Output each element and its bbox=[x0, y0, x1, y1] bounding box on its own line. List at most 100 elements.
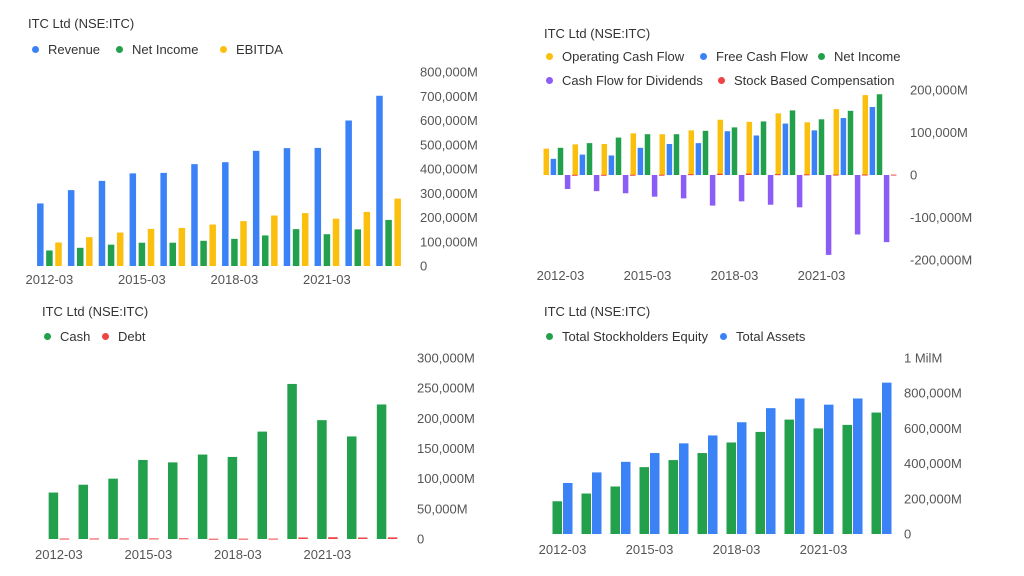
legend-item-cash[interactable]: Cash bbox=[44, 329, 90, 344]
y-tick-label: 300,000M bbox=[420, 186, 478, 201]
bar-net-income-2017-03 bbox=[200, 240, 207, 266]
bar-net-income-2020-03 bbox=[789, 110, 796, 175]
bar-total-assets-2021-03 bbox=[824, 404, 834, 534]
bar-operating-cash-flow-2016-03 bbox=[659, 134, 666, 175]
bar-cash-flow-for-dividends-2022-03 bbox=[854, 175, 861, 235]
bar-net-income-2017-03 bbox=[702, 130, 709, 175]
bar-total-assets-2014-03 bbox=[621, 461, 631, 534]
bar-debt-2018-03 bbox=[238, 538, 249, 540]
bar-cash-flow-for-dividends-2019-03 bbox=[767, 175, 774, 205]
bar-ebitda-2021-03 bbox=[332, 218, 340, 266]
x-tick-label: 2021-03 bbox=[800, 542, 848, 557]
bar-total-stockholders-equity-2013-03 bbox=[581, 493, 591, 534]
bar-debt-2017-03 bbox=[208, 538, 219, 540]
bar-ebitda-2013-03 bbox=[86, 237, 93, 266]
legend-item-cash-flow-for-dividends[interactable]: Cash Flow for Dividends bbox=[546, 73, 703, 88]
bar-net-income-2023-03 bbox=[876, 94, 883, 175]
bar-cash-2020-03 bbox=[287, 383, 297, 539]
chart-panel-cash-flow: ITC Ltd (NSE:ITC) Operating Cash Flow Fr… bbox=[512, 0, 1024, 290]
bar-free-cash-flow-2017-03 bbox=[695, 143, 702, 175]
legend-item-operating-cash-flow[interactable]: Operating Cash Flow bbox=[546, 49, 684, 64]
bar-cash-flow-for-dividends-2020-03 bbox=[796, 175, 803, 208]
bar-total-assets-2022-03 bbox=[853, 398, 863, 534]
y-tick-label: 100,000M bbox=[417, 471, 475, 486]
bar-cash-flow-for-dividends-2015-03 bbox=[651, 175, 658, 197]
bar-revenue-2012-03 bbox=[37, 203, 44, 266]
legend-item-stock-based-compensation[interactable]: Stock Based Compensation bbox=[718, 73, 894, 88]
bar-free-cash-flow-2019-03 bbox=[753, 135, 760, 175]
y-tick-label: 0 bbox=[904, 527, 911, 542]
bar-cash-flow-for-dividends-2016-03 bbox=[680, 175, 687, 199]
bar-revenue-2015-03 bbox=[129, 173, 137, 266]
chart-svg-cash-flow: 200,000M 100,000M 0 -100,000M -200,000M 2012-… bbox=[537, 83, 973, 284]
legend-dot-icon bbox=[818, 53, 825, 60]
bar-stock-based-compensation-2019-03 bbox=[774, 174, 781, 176]
bar-cash-2013-03 bbox=[78, 484, 88, 539]
legend-item-revenue[interactable]: Revenue bbox=[32, 42, 100, 57]
legend-item-free-cash-flow[interactable]: Free Cash Flow bbox=[700, 49, 808, 64]
legend-dot-icon bbox=[116, 46, 123, 53]
bar-revenue-2017-03 bbox=[191, 164, 198, 266]
bar-total-assets-2018-03 bbox=[737, 422, 747, 534]
y-tick-label: 600,000M bbox=[904, 421, 962, 436]
bar-cash-flow-for-dividends-2017-03 bbox=[709, 175, 716, 206]
bar-revenue-2020-03 bbox=[283, 148, 291, 266]
bar-net-income-2018-03 bbox=[231, 238, 238, 266]
legend-label: Stock Based Compensation bbox=[734, 73, 895, 88]
legend-item-net-income[interactable]: Net Income bbox=[818, 49, 900, 64]
bar-stock-based-compensation-2020-03 bbox=[803, 174, 810, 176]
chart-panel-income: ITC Ltd (NSE:ITC) Revenue Net Income EBI… bbox=[0, 0, 512, 290]
bar-stock-based-compensation-2018-03 bbox=[745, 173, 752, 175]
x-tick-label: 2015-03 bbox=[626, 542, 674, 557]
bar-total-assets-2023-03 bbox=[882, 382, 892, 534]
bar-net-income-2020-03 bbox=[292, 229, 300, 266]
x-tick-label: 2018-03 bbox=[211, 272, 259, 287]
bar-total-stockholders-equity-2017-03 bbox=[697, 453, 707, 534]
y-tick-label: 800,000M bbox=[904, 386, 962, 401]
bar-free-cash-flow-2013-03 bbox=[579, 154, 586, 175]
bar-operating-cash-flow-2022-03 bbox=[833, 109, 840, 175]
bar-revenue-2016-03 bbox=[160, 172, 167, 266]
bar-free-cash-flow-2020-03 bbox=[782, 123, 789, 175]
legend-label: Cash bbox=[60, 329, 91, 344]
legend-label: Total Assets bbox=[736, 329, 806, 344]
y-tick-label: 250,000M bbox=[417, 381, 475, 396]
bar-total-stockholders-equity-2018-03 bbox=[726, 442, 736, 534]
chart-title: ITC Ltd (NSE:ITC) bbox=[28, 16, 135, 31]
bar-net-income-2021-03 bbox=[818, 119, 825, 175]
chart-svg-income: 800,000M 700,000M 600,000M 500,000M 400,000M… bbox=[26, 65, 478, 288]
bar-total-stockholders-equity-2020-03 bbox=[784, 419, 794, 534]
legend-label: Revenue bbox=[48, 42, 101, 57]
legend-label: Net Income bbox=[834, 49, 901, 64]
legend-item-total-assets[interactable]: Total Assets bbox=[720, 329, 805, 344]
bar-total-stockholders-equity-2014-03 bbox=[610, 486, 620, 534]
legend-label: Net Income bbox=[132, 42, 199, 57]
legend-item-net-income[interactable]: Net Income bbox=[116, 42, 198, 57]
y-tick-label: 100,000M bbox=[420, 234, 478, 249]
chart-panel-equity-assets: ITC Ltd (NSE:ITC) Total Stockholders Equ… bbox=[512, 290, 1024, 576]
x-tick-label: 2015-03 bbox=[125, 547, 173, 562]
bar-ebitda-2017-03 bbox=[209, 224, 216, 266]
bar-net-income-2013-03 bbox=[77, 247, 84, 266]
y-tick-label: 200,000M bbox=[910, 83, 968, 98]
bar-cash-flow-for-dividends-2023-03 bbox=[883, 175, 890, 243]
bar-net-income-2016-03 bbox=[169, 242, 176, 266]
bar-free-cash-flow-2023-03 bbox=[869, 107, 876, 175]
legend-item-ebitda[interactable]: EBITDA bbox=[220, 42, 283, 57]
chart-title: ITC Ltd (NSE:ITC) bbox=[544, 26, 651, 41]
legend-dot-icon bbox=[700, 53, 707, 60]
legend-item-debt[interactable]: Debt bbox=[102, 329, 145, 344]
bar-cash-2021-03 bbox=[317, 420, 327, 539]
legend-dot-icon bbox=[32, 46, 39, 53]
legend-item-total-stockholders-equity[interactable]: Total Stockholders Equity bbox=[546, 329, 708, 344]
bar-free-cash-flow-2014-03 bbox=[608, 155, 615, 175]
x-tick-label: 2012-03 bbox=[35, 547, 83, 562]
bar-revenue-2023-03 bbox=[376, 95, 383, 266]
legend-dot-icon bbox=[546, 333, 553, 340]
legend-label: Debt bbox=[118, 329, 146, 344]
bar-stock-based-compensation-2013-03 bbox=[600, 174, 607, 176]
bar-stock-based-compensation-2015-03 bbox=[658, 174, 665, 176]
chart-panel-cash-debt: ITC Ltd (NSE:ITC) Cash Debt 300,000M 250,… bbox=[0, 290, 512, 576]
bar-stock-based-compensation-2016-03 bbox=[687, 174, 694, 176]
bar-operating-cash-flow-2012-03 bbox=[543, 148, 550, 175]
